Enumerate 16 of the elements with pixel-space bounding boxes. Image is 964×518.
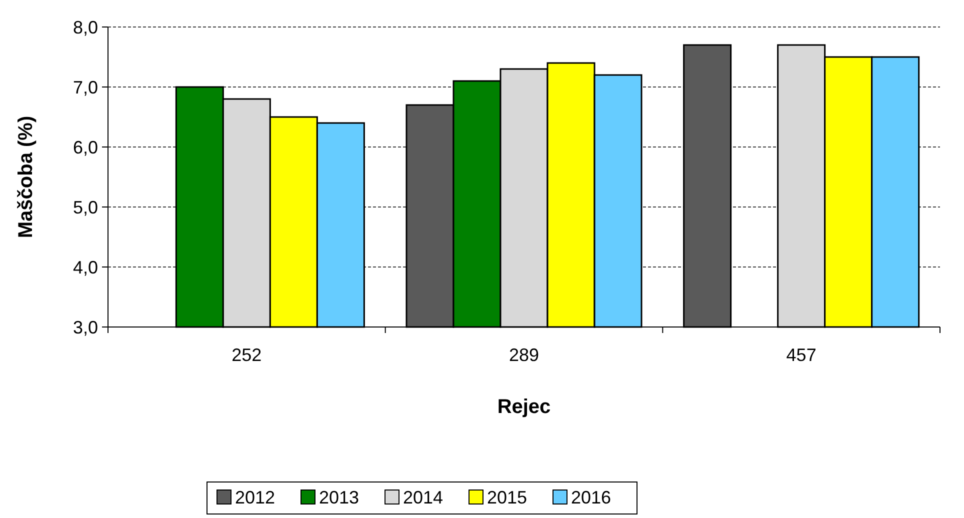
legend-label: 2015 xyxy=(487,487,528,508)
x-tick-label: 457 xyxy=(786,345,816,365)
y-tick-label: 7,0 xyxy=(72,77,98,98)
y-tick-label: 4,0 xyxy=(72,257,98,278)
y-tick-label: 6,0 xyxy=(72,137,98,158)
y-tick-label: 3,0 xyxy=(72,317,98,338)
y-axis-title: Maščoba (%) xyxy=(15,116,37,238)
x-axis-title: Rejec xyxy=(497,396,551,418)
y-tick-label: 8,0 xyxy=(72,17,98,38)
legend-label: 2016 xyxy=(571,487,612,508)
legend-label: 2014 xyxy=(403,487,444,508)
x-tick-label: 289 xyxy=(508,345,540,365)
legend-label: 2013 xyxy=(319,487,360,508)
y-tick-label: 5,0 xyxy=(72,197,98,218)
legend-label: 2012 xyxy=(235,487,276,508)
x-tick-label: 252 xyxy=(232,345,262,365)
